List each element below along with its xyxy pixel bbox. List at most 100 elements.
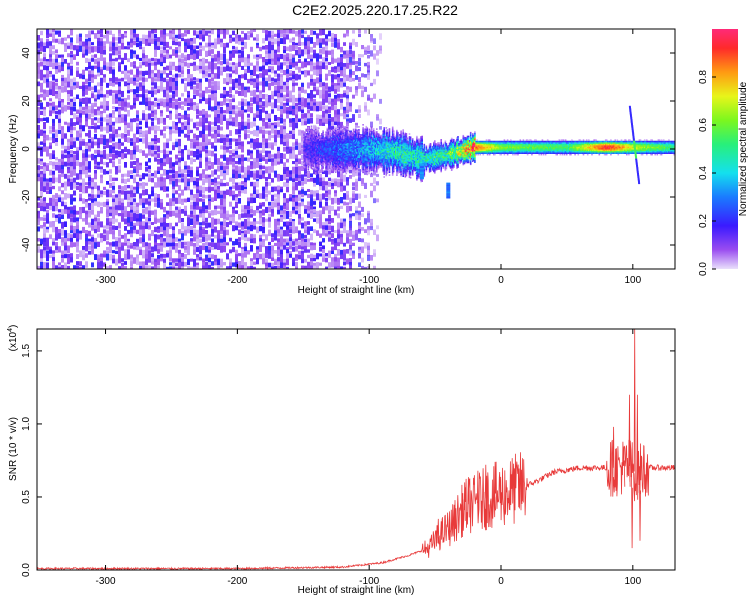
spectrogram-noise-cell [37,54,40,62]
spectrogram-signal-cell [307,174,310,177]
spectrogram-noise-cell [130,150,133,155]
spectrogram-noise-cell [64,37,67,41]
spectrogram-noise-cell [190,138,193,142]
spectrogram-noise-cell [151,141,154,148]
spectrogram-noise-cell [361,45,364,50]
spectrogram-noise-cell [139,249,142,256]
spectrogram-noise-cell [40,206,43,212]
spectrogram-noise-cell [193,89,196,94]
spectrogram-signal-cell [312,148,315,150]
spectrogram-noise-cell [271,206,274,211]
spectrogram-signal-cell [331,130,334,133]
spectrogram-noise-cell [106,101,109,107]
spectrogram-noise-cell [145,161,148,167]
spectrogram-noise-cell [70,194,73,201]
spectrogram-noise-cell [220,101,223,107]
spectrogram-noise-cell [112,234,115,240]
spectrogram-noise-cell [172,130,175,134]
spectrogram-noise-cell [277,121,280,127]
spectrogram-signal-cell [326,130,329,133]
spectrogram-noise-cell [121,42,124,50]
spectrogram-noise-cell [160,73,163,79]
spectrogram-signal-cell [310,135,313,138]
spectrogram-noise-cell [67,66,70,70]
spectrogram-noise-cell [334,181,337,187]
spectrogram-noise-cell [85,253,88,258]
spectrogram-noise-cell [265,77,268,84]
spectrogram-noise-cell [373,185,376,192]
spectrogram-noise-cell [298,255,301,260]
spectrogram-noise-cell [208,101,211,107]
spectrogram-signal-cell [303,149,305,152]
spectrogram-noise-cell [301,238,304,244]
spectrogram-noise-cell [106,66,109,71]
spectrogram-signal-cell [305,135,307,138]
spectrogram-noise-cell [226,121,229,126]
spectrogram-signal-cell [319,140,321,143]
spectrogram-signal-cell [318,167,320,170]
spectrogram-noise-cell [178,153,181,156]
spectrogram-signal-cell [308,137,311,140]
spectrogram-noise-cell [112,209,115,216]
spectrogram-noise-cell [292,246,295,252]
spectrogram-noise-cell [307,171,310,177]
spectrogram-noise-cell [190,258,193,262]
spectrogram-noise-cell [346,194,349,200]
spectrogram-noise-cell [232,167,235,171]
spectrogram-noise-cell [265,69,268,76]
spectrogram-noise-cell [124,249,127,255]
spectrogram-signal-cell [309,154,312,157]
spectrogram-noise-cell [340,102,343,110]
spectrogram-signal-cell [321,133,323,135]
spectrogram-noise-cell [325,34,328,41]
spectrogram-noise-cell [259,205,262,209]
spectrogram-noise-cell [169,33,172,40]
spectrogram-noise-cell [283,259,286,266]
spectrogram-noise-cell [256,38,259,42]
spectrogram-noise-cell [160,202,163,207]
spectrogram-noise-cell [214,62,217,70]
spectrogram-noise-cell [82,226,85,233]
spectrogram-noise-cell [220,42,223,48]
spectrogram-noise-cell [169,211,172,217]
spectrogram-noise-cell [67,146,70,151]
spectrogram-noise-cell [115,145,118,149]
spectrogram-noise-cell [244,90,247,95]
spectrogram-noise-cell [358,169,361,176]
spectrogram-noise-cell [355,185,358,191]
spectrogram-noise-cell [172,29,175,35]
spectrogram-noise-cell [169,61,172,66]
spectrogram-noise-cell [280,106,283,110]
spectrogram-noise-cell [220,70,223,76]
spectrogram-noise-cell [64,238,67,243]
spectrogram-noise-cell [379,49,382,54]
spectrogram-noise-cell [154,197,157,202]
spectrogram-noise-cell [187,258,190,265]
spectrogram-noise-cell [133,141,136,148]
spectrogram-noise-cell [139,101,142,105]
spectrogram-noise-cell [61,78,64,82]
spectrogram-signal-cell [327,137,330,140]
spectrogram-signal-cell [311,153,314,156]
spectrogram-noise-cell [190,86,193,90]
spectrogram-noise-cell [277,218,280,224]
spectrogram-noise-cell [376,58,379,65]
spectrogram-noise-cell [256,110,259,115]
spectrogram-noise-cell [175,190,178,195]
spectrogram-noise-cell [229,221,232,225]
spectrogram-noise-cell [358,238,361,242]
spectrogram-signal-cell [332,165,335,167]
spectrogram-noise-cell [256,78,259,85]
spectrogram-noise-cell [127,46,130,50]
spectrogram-noise-cell [211,29,214,35]
spectrogram-noise-cell [88,185,91,189]
spectrogram-noise-cell [280,85,283,90]
spectrogram-noise-cell [136,242,139,247]
spectrogram-noise-cell [328,109,331,113]
spectrogram-noise-cell [214,145,217,152]
spectrogram-noise-cell [295,186,298,191]
spectrogram-signal-cell [315,148,318,150]
spectrogram-noise-cell [295,30,298,37]
spectrogram-noise-cell [211,210,214,216]
spectrogram-noise-cell [172,246,175,250]
